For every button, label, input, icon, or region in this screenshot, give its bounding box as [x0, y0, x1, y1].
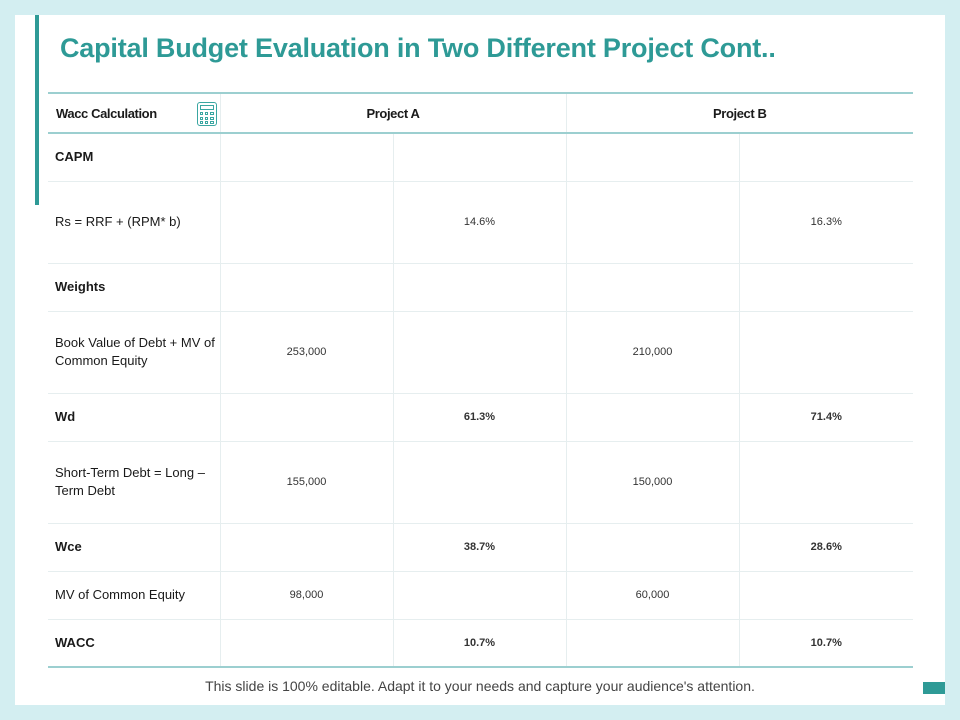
cell-a2: [393, 311, 567, 393]
cell-b1: [566, 523, 740, 571]
row-label: Rs = RRF + (RPM* b): [48, 181, 221, 263]
cell-b1: [566, 619, 740, 667]
cell-a1: [220, 619, 394, 667]
cell-b2: [739, 133, 913, 181]
cell-a1: [220, 393, 394, 441]
wacc-table: Wacc Calculation Project A Project B CAP…: [48, 92, 914, 668]
cell-b1: 210,000: [566, 311, 740, 393]
cell-b1: 60,000: [566, 571, 740, 619]
calculator-icon: [196, 102, 217, 126]
header-project-a: Project A: [220, 93, 567, 133]
cell-b2: [739, 571, 913, 619]
footer-note: This slide is 100% editable. Adapt it to…: [205, 678, 755, 694]
page-title: Capital Budget Evaluation in Two Differe…: [60, 33, 776, 63]
cell-a1: [220, 523, 394, 571]
header-project-b: Project B: [713, 105, 767, 121]
cell-a2: 10.7%: [393, 619, 567, 667]
table-row: CAPM: [48, 133, 914, 181]
cell-a1: 98,000: [220, 571, 394, 619]
row-label: Short-Term Debt = Long – Term Debt: [48, 441, 221, 523]
cell-a1: [220, 133, 394, 181]
table-row: Wce 38.7% 28.6%: [48, 523, 914, 571]
row-label: Weights: [48, 263, 221, 311]
accent-bar: [35, 15, 39, 205]
table-row: MV of Common Equity 98,000 60,000: [48, 571, 914, 619]
table-row: Rs = RRF + (RPM* b) 14.6% 16.3%: [48, 181, 914, 263]
cell-a2: [393, 571, 567, 619]
cell-b2: [739, 441, 913, 523]
row-label: Book Value of Debt + MV of Common Equity: [48, 311, 221, 393]
table-row: Wd 61.3% 71.4%: [48, 393, 914, 441]
cell-a2: 38.7%: [393, 523, 567, 571]
cell-a2: [393, 441, 567, 523]
row-label: Wd: [48, 393, 221, 441]
cell-a1: 155,000: [220, 441, 394, 523]
cell-b2: 71.4%: [810, 411, 842, 423]
cell-b1: [566, 181, 740, 263]
cell-b2: 10.7%: [810, 636, 842, 649]
row-label: WACC: [48, 619, 221, 667]
table-row: Weights: [48, 263, 914, 311]
cell-a1: [220, 181, 394, 263]
cell-b1: [566, 393, 740, 441]
cell-a2: 61.3%: [393, 393, 567, 441]
corner-accent-block: [923, 682, 945, 694]
row-label: CAPM: [48, 133, 221, 181]
cell-a2: [393, 133, 567, 181]
cell-b2: 16.3%: [810, 216, 842, 228]
table-row: WACC 10.7% 10.7%: [48, 619, 914, 667]
cell-a1: [220, 263, 394, 311]
cell-b1: 150,000: [566, 441, 740, 523]
header-label-text: Wacc Calculation: [56, 105, 157, 121]
cell-b2: 28.6%: [810, 541, 842, 553]
header-wacc-calculation: Wacc Calculation: [48, 93, 221, 133]
cell-b1: [566, 263, 740, 311]
table-row: Book Value of Debt + MV of Common Equity…: [48, 311, 914, 393]
cell-a2: 14.6%: [393, 181, 567, 263]
cell-b1: [566, 133, 740, 181]
table-header-row: Wacc Calculation Project A Project B: [48, 93, 914, 133]
row-label: Wce: [48, 523, 221, 571]
cell-b2: [739, 263, 913, 311]
cell-a1: 253,000: [220, 311, 394, 393]
cell-a2: [393, 263, 567, 311]
cell-b2: [739, 311, 913, 393]
table-row: Short-Term Debt = Long – Term Debt 155,0…: [48, 441, 914, 523]
row-label: MV of Common Equity: [48, 571, 221, 619]
